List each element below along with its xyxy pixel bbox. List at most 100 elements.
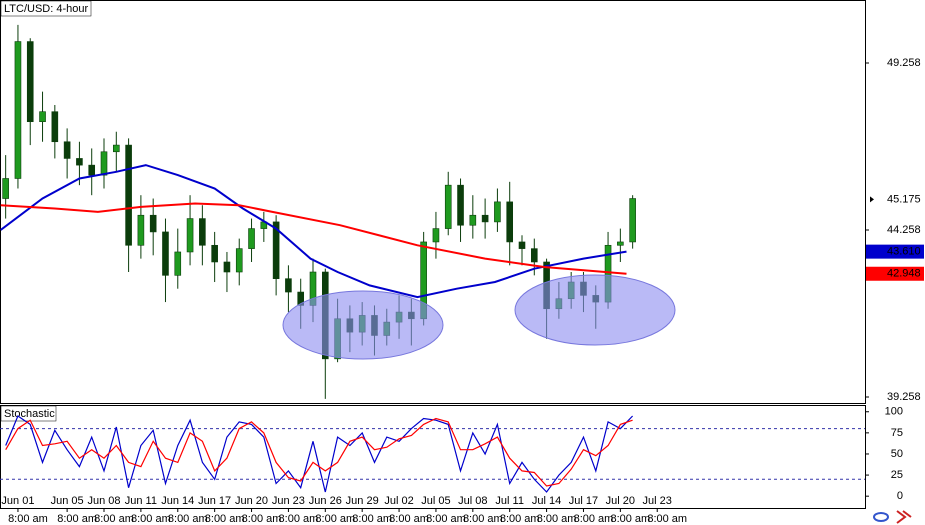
x-tick-label: Jun 23	[272, 495, 305, 507]
candle-body	[432, 228, 440, 243]
x-tick-label: Jun 26	[309, 495, 342, 507]
candle-body	[518, 241, 526, 249]
candle-body	[235, 248, 243, 273]
x-tick-label: Jul 05	[421, 495, 450, 507]
candle-body	[51, 111, 59, 143]
candle-body	[63, 141, 71, 159]
link-icon[interactable]	[873, 512, 889, 522]
x-tick-label: Jun 01	[1, 495, 34, 507]
arrow-icon[interactable]	[896, 510, 912, 524]
candle-body	[457, 184, 464, 226]
x-tick-time: 8:00 am	[610, 513, 650, 525]
candle-body	[530, 248, 538, 263]
candle-body	[162, 231, 169, 276]
x-tick-label: Jul 17	[569, 495, 598, 507]
x-tick-time: 8:00 am	[279, 513, 319, 525]
x-tick-time: 8:00 am	[500, 513, 540, 525]
x-tick-label: Jul 08	[458, 495, 487, 507]
candle-body	[186, 218, 194, 253]
candle-body	[211, 244, 218, 263]
price-tag-label: 42.948	[887, 268, 921, 280]
candle-body	[2, 178, 9, 199]
candle-body	[272, 221, 280, 279]
x-tick-label: Jul 14	[532, 495, 561, 507]
candle-body	[88, 164, 96, 176]
main-pane	[0, 0, 866, 404]
x-tick-label: Jul 11	[495, 495, 524, 507]
x-tick-label: Jun 08	[87, 495, 120, 507]
x-tick-time: 8:00 am	[205, 513, 245, 525]
x-tick-time: 8:00 am	[8, 513, 48, 525]
candle-body	[494, 201, 501, 223]
title-box	[0, 0, 92, 17]
toolbar-icons[interactable]	[873, 510, 912, 524]
price-tag-label: 43.610	[887, 246, 921, 258]
x-tick-label: Jun 11	[125, 495, 157, 507]
price-tag-label: 45.175	[887, 193, 921, 205]
x-tick-label: Jun 29	[346, 495, 379, 507]
x-tick-label: Jun 17	[198, 495, 231, 507]
x-tick-label: Jul 20	[606, 495, 635, 507]
x-tick-label: Jul 02	[384, 495, 413, 507]
indicator-title: Stochastic	[4, 408, 55, 420]
y-tick-label: 39.258	[887, 391, 921, 403]
x-tick-time: 8:00 am	[131, 513, 171, 525]
annotation	[282, 274, 676, 360]
x-tick-time: 8:00 am	[426, 513, 466, 525]
candle-body	[199, 218, 206, 246]
chart-title: LTC/USD: 4-hour	[4, 3, 88, 15]
x-tick-time: 8:00 am	[315, 513, 355, 525]
candle-body	[76, 158, 83, 166]
candle-body	[629, 198, 636, 243]
x-tick-time: 8:00 am	[94, 513, 134, 525]
price-tag	[866, 266, 924, 281]
candle-body	[149, 214, 157, 233]
price-tag	[866, 192, 924, 207]
y-tick-label: 44.258	[887, 224, 921, 236]
y-tick-label: 25	[891, 469, 903, 481]
candle-body	[223, 261, 231, 273]
x-tick-time: 8:00 am	[463, 513, 503, 525]
candle-body	[100, 151, 108, 176]
candle-body	[469, 214, 477, 226]
candle-body	[125, 144, 132, 246]
x-tick-time: 8:00 am	[389, 513, 429, 525]
y-tick-label: 49.258	[887, 57, 921, 69]
price-tag	[866, 244, 924, 259]
y-tick-label: 100	[885, 406, 903, 418]
x-tick-time: 8:00 am	[242, 513, 282, 525]
x-tick-time: 8:00 am	[647, 513, 687, 525]
candle-body	[137, 214, 145, 246]
price-tag-marker	[870, 196, 874, 203]
candle-body	[617, 241, 624, 246]
candle-body	[113, 144, 120, 153]
candle-body	[444, 184, 452, 229]
highlight-ellipse	[514, 274, 676, 346]
stochastic-line	[5, 417, 633, 487]
candle-body	[506, 201, 514, 243]
candle-body	[481, 214, 489, 223]
y-tick-label: 50	[891, 448, 903, 460]
x-tick-label: Jun 05	[51, 495, 84, 507]
candle-body	[14, 41, 22, 179]
x-tick-label: Jul 23	[643, 495, 672, 507]
moving-average	[0, 202, 627, 275]
x-tick-time: 8:00 am	[537, 513, 577, 525]
x-tick-time: 8:00 am	[168, 513, 208, 525]
x-tick-label: Jun 20	[235, 495, 268, 507]
x-tick-time: 8:00 am	[352, 513, 392, 525]
y-tick-label: 0	[897, 490, 903, 502]
y-tick-label: 75	[891, 427, 903, 439]
x-tick-time: 8:00 am	[57, 513, 97, 525]
candle-body	[39, 111, 46, 123]
candle-body	[174, 251, 182, 276]
highlight-ellipse	[282, 290, 444, 360]
candle-body	[248, 228, 255, 249]
candle-body	[285, 278, 292, 293]
x-tick-label: Jun 14	[161, 495, 194, 507]
candle-body	[26, 41, 34, 123]
x-tick-time: 8:00 am	[574, 513, 614, 525]
moving-average	[0, 164, 627, 299]
